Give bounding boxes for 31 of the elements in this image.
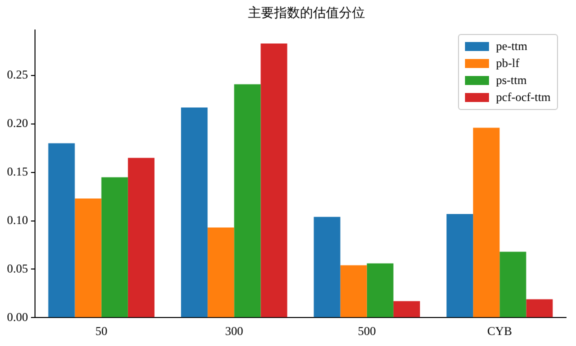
bar [181, 107, 208, 318]
legend-label: pe-ttm [496, 39, 528, 54]
x-tick-label: 50 [95, 324, 108, 338]
y-tick-label: 0.25 [7, 68, 28, 82]
bar [314, 216, 340, 318]
bar [208, 228, 234, 318]
bar [101, 177, 128, 318]
legend-label: ps-ttm [496, 73, 527, 88]
bar [366, 263, 394, 318]
x-tick-label: 300 [225, 324, 244, 338]
y-tick-label: 0.05 [7, 261, 28, 276]
bar [446, 214, 474, 318]
bar [393, 301, 420, 318]
bar [526, 299, 553, 318]
bar [473, 128, 500, 318]
legend-label: pcf-ocf-ttm [496, 90, 551, 105]
y-tick-label: 0.10 [7, 212, 28, 227]
bar [260, 44, 288, 318]
x-tick-label: CYB [487, 324, 512, 338]
y-tick-label: 0.15 [7, 164, 28, 179]
bar [48, 143, 75, 318]
y-tick-label: 0.00 [7, 310, 28, 324]
bar [234, 84, 261, 318]
bar [128, 158, 154, 318]
chart-title: 主要指数的估值分位 [247, 5, 366, 22]
bar [500, 252, 526, 318]
bar [74, 198, 102, 318]
legend-label: pb-lf [496, 56, 520, 71]
y-tick-label: 0.20 [7, 116, 28, 130]
x-tick-label: 500 [358, 324, 376, 338]
bar [340, 265, 367, 318]
